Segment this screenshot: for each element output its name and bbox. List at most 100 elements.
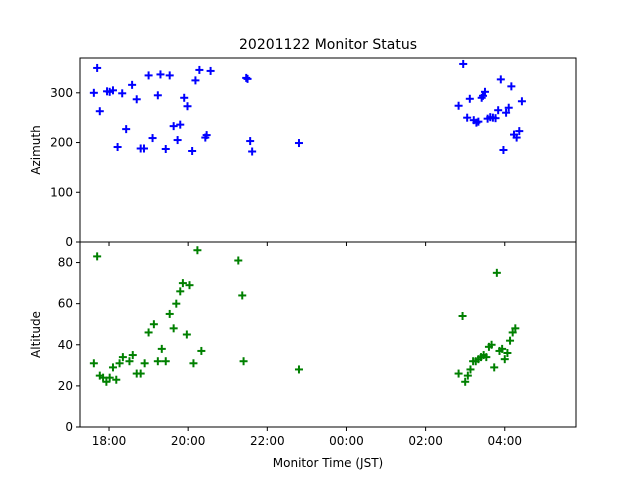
x-tick-label: 00:00 bbox=[329, 434, 364, 448]
data-point bbox=[498, 344, 507, 353]
data-point bbox=[195, 65, 204, 74]
data-point bbox=[169, 122, 178, 131]
data-point bbox=[454, 369, 463, 378]
data-point bbox=[161, 357, 170, 366]
data-point bbox=[191, 76, 200, 85]
data-point bbox=[112, 375, 121, 384]
data-point bbox=[182, 330, 191, 339]
data-point bbox=[482, 353, 491, 362]
y-tick-label: 60 bbox=[58, 297, 73, 311]
data-point bbox=[490, 363, 499, 372]
data-point bbox=[500, 355, 509, 364]
data-point bbox=[487, 340, 496, 349]
data-point bbox=[189, 359, 198, 368]
data-point bbox=[502, 108, 511, 117]
data-point bbox=[89, 88, 98, 97]
panel-frame bbox=[79, 241, 577, 428]
data-point bbox=[499, 146, 508, 154]
data-point bbox=[461, 377, 470, 386]
data-point bbox=[122, 125, 131, 134]
panels-layer: 0 100 200 300 Azimuth 0 20 40 60 80 Altitude 18:00 2… bbox=[29, 57, 577, 448]
data-point bbox=[115, 359, 124, 368]
data-point bbox=[136, 369, 145, 378]
panel-altitude: 0 20 40 60 80 Altitude 18:00 20:00 22:00 00:00 02:… bbox=[29, 241, 577, 448]
data-point bbox=[465, 94, 474, 103]
x-axis-label: Monitor Time (JST) bbox=[273, 456, 383, 470]
data-point bbox=[125, 357, 134, 366]
data-point bbox=[165, 309, 174, 318]
data-point bbox=[161, 145, 170, 154]
data-point bbox=[149, 320, 158, 329]
data-point bbox=[243, 74, 252, 83]
data-point bbox=[491, 114, 500, 123]
chart-title: 20201122 Monitor Status bbox=[239, 37, 417, 53]
data-point bbox=[515, 127, 524, 136]
data-point bbox=[202, 131, 211, 140]
data-point bbox=[188, 146, 197, 155]
data-point bbox=[248, 147, 257, 156]
data-point bbox=[494, 106, 503, 115]
data-point bbox=[144, 328, 153, 337]
data-point bbox=[108, 86, 117, 95]
y-tick-label: 40 bbox=[58, 338, 73, 352]
y-tick-label: 80 bbox=[58, 256, 73, 270]
y-tick-label: 20 bbox=[58, 379, 73, 393]
data-point bbox=[238, 291, 247, 300]
y-axis-label: Altitude bbox=[29, 311, 43, 358]
data-point bbox=[474, 117, 483, 126]
data-point bbox=[458, 312, 467, 320]
data-point bbox=[113, 143, 122, 152]
y-axis-label: Azimuth bbox=[29, 125, 43, 174]
data-point bbox=[246, 137, 255, 146]
data-point bbox=[144, 71, 153, 80]
data-point bbox=[173, 136, 182, 145]
data-point bbox=[118, 353, 127, 362]
x-tick-label: 02:00 bbox=[408, 434, 443, 448]
data-point bbox=[496, 75, 505, 84]
data-point bbox=[93, 252, 102, 261]
data-point bbox=[517, 97, 526, 106]
data-point bbox=[105, 373, 114, 382]
data-point bbox=[508, 328, 517, 337]
data-point bbox=[492, 268, 501, 277]
data-point bbox=[153, 91, 162, 100]
data-point bbox=[172, 299, 181, 308]
x-tick-label: 18:00 bbox=[92, 434, 127, 448]
data-point bbox=[504, 103, 513, 112]
data-point bbox=[140, 359, 149, 368]
data-point bbox=[118, 89, 127, 98]
x-tick-label: 04:00 bbox=[487, 434, 522, 448]
data-point bbox=[178, 279, 187, 288]
data-point bbox=[206, 66, 215, 75]
data-point bbox=[132, 95, 141, 104]
y-tick-label: 100 bbox=[50, 185, 73, 199]
data-point bbox=[512, 133, 521, 142]
data-point bbox=[148, 134, 157, 143]
data-point bbox=[507, 82, 516, 91]
data-point bbox=[239, 357, 248, 366]
data-point bbox=[176, 287, 185, 296]
data-point bbox=[503, 349, 512, 357]
data-point bbox=[185, 281, 194, 290]
data-point bbox=[102, 377, 111, 386]
data-point bbox=[234, 256, 243, 265]
data-point bbox=[165, 71, 174, 80]
data-point bbox=[95, 107, 104, 116]
data-point bbox=[157, 344, 166, 353]
data-point bbox=[93, 63, 102, 72]
data-point bbox=[193, 246, 202, 255]
data-point bbox=[176, 120, 185, 129]
panel-azimuth: 0 100 200 300 Azimuth bbox=[29, 57, 577, 249]
data-point bbox=[180, 93, 189, 102]
data-point bbox=[197, 346, 206, 355]
data-point bbox=[463, 371, 472, 380]
data-point bbox=[511, 324, 520, 333]
data-point bbox=[153, 357, 162, 366]
data-point bbox=[89, 359, 98, 368]
data-point bbox=[466, 365, 475, 374]
data-point bbox=[128, 80, 137, 89]
data-point bbox=[480, 87, 489, 96]
data-point bbox=[463, 113, 472, 122]
data-point bbox=[108, 363, 117, 372]
